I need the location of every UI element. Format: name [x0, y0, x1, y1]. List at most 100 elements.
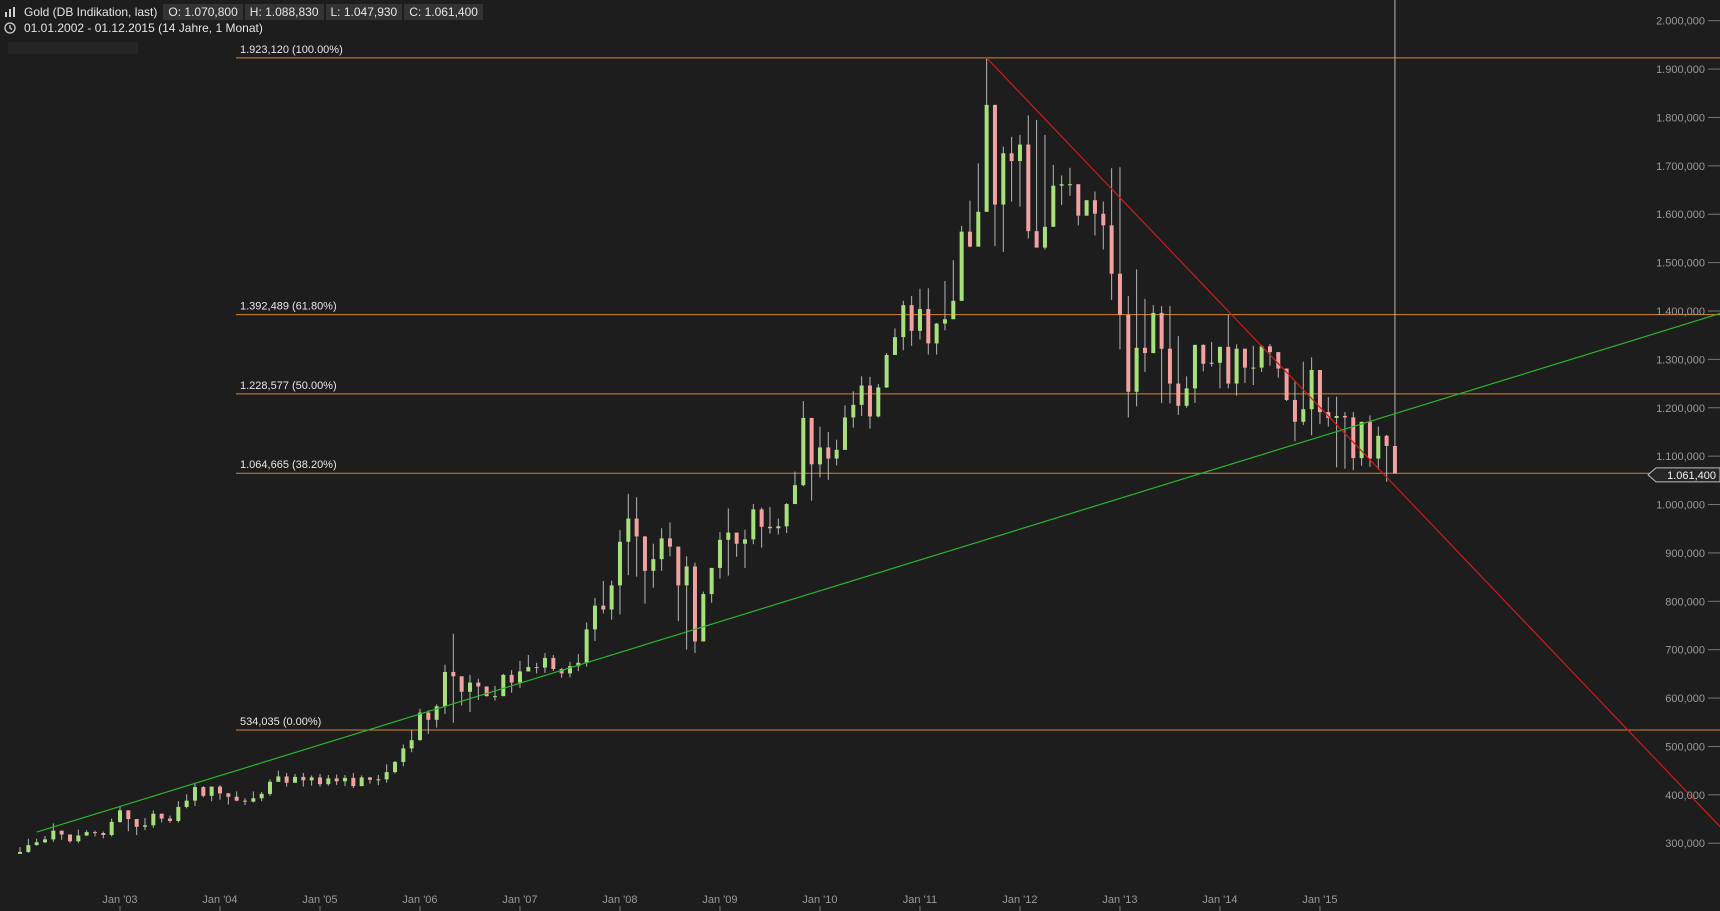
- candle-body: [1367, 421, 1372, 459]
- y-tick-label: 1.900,000: [1656, 64, 1705, 76]
- candle-body: [792, 485, 797, 505]
- y-tick-label: 1.200,000: [1656, 403, 1705, 415]
- candle-body: [1234, 348, 1239, 384]
- candle-body: [851, 404, 856, 418]
- candle-body: [667, 538, 672, 547]
- candle-body: [534, 667, 539, 669]
- y-tick-label: 1.300,000: [1656, 354, 1705, 366]
- candle-body: [1067, 184, 1072, 186]
- candle-body: [684, 566, 689, 586]
- bar-chart-icon: [4, 6, 16, 18]
- candle-body: [1184, 388, 1189, 406]
- candle-body: [726, 532, 731, 540]
- candle-body: [292, 776, 297, 783]
- candle-body: [1326, 412, 1331, 418]
- candle-body: [376, 779, 381, 781]
- y-tick-label: 300,000: [1665, 838, 1705, 850]
- candle-body: [359, 777, 364, 787]
- candle-body: [1192, 344, 1197, 389]
- candle-body: [434, 706, 439, 720]
- y-tick-label: 1.500,000: [1656, 258, 1705, 270]
- candle-body: [1034, 231, 1039, 248]
- candle-body: [526, 667, 531, 672]
- candle-body: [1359, 421, 1364, 459]
- candle-body: [392, 761, 397, 773]
- candle-body: [501, 674, 506, 697]
- instrument-name: Gold (DB Indikation, last): [24, 5, 158, 19]
- candle-body: [426, 712, 431, 720]
- candle-body: [1384, 435, 1389, 446]
- instrument-info-row: Gold (DB Indikation, last) O: 1.070,800 …: [4, 4, 483, 20]
- candle-body: [1134, 347, 1139, 392]
- candle-body: [317, 777, 322, 785]
- candle-body: [876, 387, 881, 417]
- candle-body: [1051, 185, 1056, 227]
- candle-body: [1142, 347, 1147, 354]
- candle-body: [1392, 445, 1397, 474]
- last-price-marker: 1.061,400: [1647, 467, 1720, 483]
- candle-body: [1009, 153, 1014, 161]
- candle-body: [984, 104, 989, 212]
- candle-body: [642, 536, 647, 571]
- candle-body: [284, 776, 289, 783]
- y-tick-label: 500,000: [1665, 741, 1705, 753]
- period-text: 01.01.2002 - 01.12.2015 (14 Jahre, 1 Mon…: [24, 21, 263, 35]
- candle-body: [826, 447, 831, 459]
- candle-body: [1376, 435, 1381, 459]
- candles: [18, 0, 1397, 854]
- candle-body: [617, 541, 622, 586]
- candle-body: [651, 559, 656, 571]
- candle-body: [467, 682, 472, 692]
- candle-body: [709, 567, 714, 595]
- candle-body: [1209, 362, 1214, 364]
- candle-body: [551, 657, 556, 670]
- candle-body: [1017, 144, 1022, 161]
- candle-body: [1342, 415, 1347, 418]
- candle-body: [901, 305, 906, 338]
- candle-body: [1126, 314, 1131, 392]
- candle-body: [634, 518, 639, 537]
- candle-body: [384, 772, 389, 780]
- candle-body: [159, 813, 164, 819]
- candle-body: [801, 417, 806, 486]
- candle-body: [1109, 225, 1114, 274]
- x-tick-label: Jan '13: [1102, 894, 1137, 906]
- candle-body: [1226, 346, 1231, 384]
- candle-body: [342, 777, 347, 782]
- candle-body: [167, 818, 172, 821]
- candle-body: [367, 777, 372, 780]
- candle-body: [76, 835, 81, 842]
- y-tick-label: 1.100,000: [1656, 451, 1705, 463]
- candle-body: [1267, 346, 1272, 353]
- x-tick-label: Jan '09: [702, 894, 737, 906]
- period-info-row: 01.01.2002 - 01.12.2015 (14 Jahre, 1 Mon…: [4, 20, 267, 36]
- candle-body: [976, 211, 981, 247]
- candle-body: [992, 104, 997, 205]
- candle-body: [326, 778, 331, 785]
- candle-body: [18, 851, 22, 854]
- overlay-placeholder: [8, 42, 138, 54]
- candle-body: [926, 309, 931, 344]
- candle-body: [517, 671, 522, 683]
- y-tick-label: 1.400,000: [1656, 306, 1705, 318]
- candle-body: [542, 657, 547, 668]
- candle-body: [476, 682, 481, 687]
- y-tick-label: 1.800,000: [1656, 112, 1705, 124]
- x-tick-label: Jan '06: [402, 894, 437, 906]
- candle-body: [767, 526, 772, 529]
- y-tick-label: 800,000: [1665, 596, 1705, 608]
- candle-body: [276, 776, 281, 782]
- candle-body: [892, 337, 897, 356]
- candle-body: [701, 594, 706, 642]
- candle-body: [209, 786, 214, 796]
- candle-body: [84, 832, 89, 836]
- x-tick-label: Jan '15: [1302, 894, 1337, 906]
- candle-body: [451, 671, 456, 677]
- x-tick-label: Jan '14: [1202, 894, 1237, 906]
- candle-body: [484, 686, 489, 697]
- y-tick-label: 400,000: [1665, 790, 1705, 802]
- candle-body: [459, 676, 464, 692]
- candle-body: [92, 832, 97, 834]
